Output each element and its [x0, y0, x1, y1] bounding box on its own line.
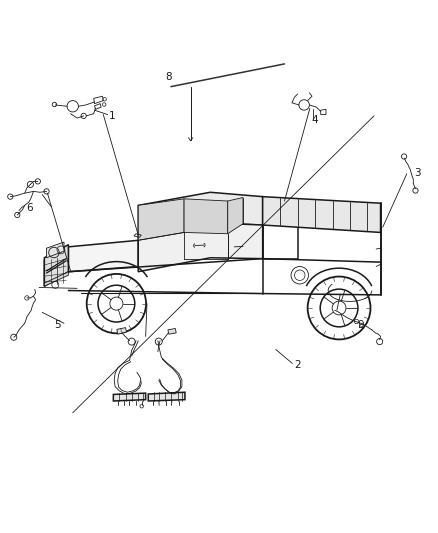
- Polygon shape: [44, 245, 68, 286]
- Text: 8: 8: [166, 71, 172, 82]
- Text: 3: 3: [414, 168, 421, 177]
- Polygon shape: [117, 328, 127, 334]
- Polygon shape: [184, 199, 228, 234]
- Text: 4: 4: [312, 115, 318, 125]
- Text: 1: 1: [109, 111, 115, 121]
- Polygon shape: [46, 242, 64, 258]
- Polygon shape: [68, 240, 138, 272]
- Text: 2: 2: [294, 360, 301, 370]
- Polygon shape: [138, 223, 263, 272]
- Polygon shape: [138, 192, 263, 238]
- Polygon shape: [138, 199, 184, 240]
- Polygon shape: [113, 393, 146, 401]
- Text: 9: 9: [357, 320, 364, 330]
- Polygon shape: [148, 392, 185, 401]
- Text: 5: 5: [54, 320, 61, 330]
- Polygon shape: [263, 197, 381, 232]
- Polygon shape: [44, 272, 68, 286]
- Polygon shape: [168, 328, 176, 334]
- Text: 6: 6: [26, 203, 32, 213]
- Polygon shape: [228, 198, 243, 234]
